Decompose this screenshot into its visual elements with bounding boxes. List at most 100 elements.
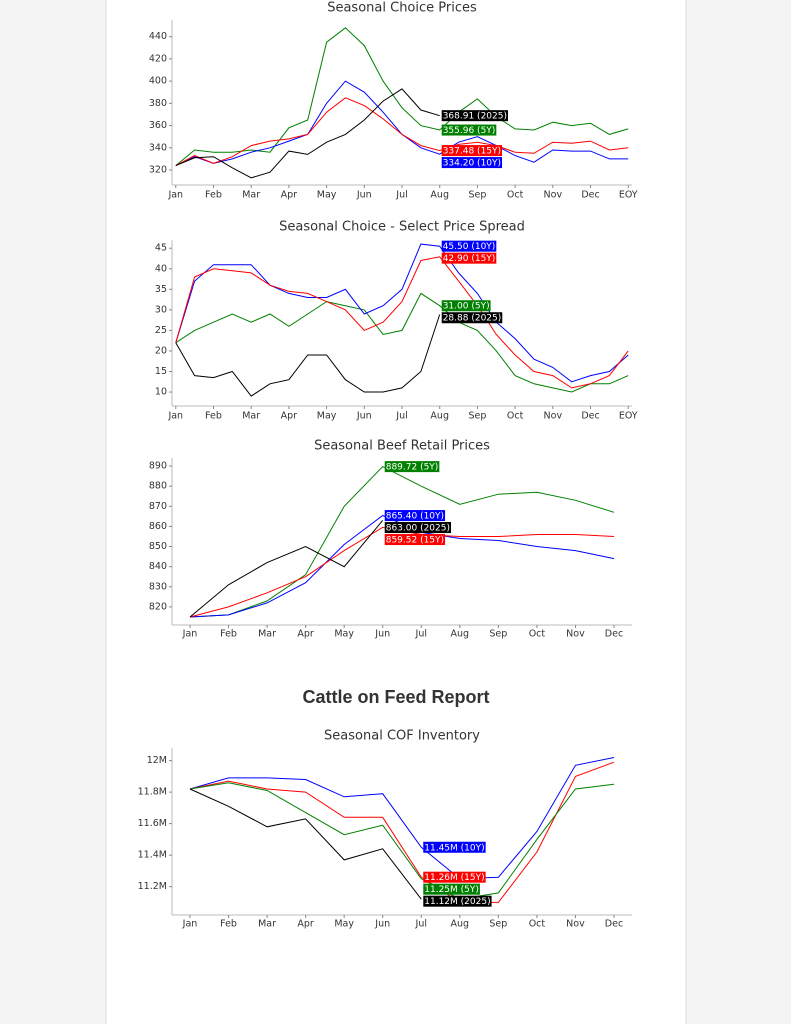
x-tick-label: Nov	[544, 190, 563, 201]
value-label-box	[441, 124, 497, 136]
x-tick-label: Dec	[581, 411, 599, 422]
value-label: 337.48 (15Y)	[443, 147, 501, 157]
x-tick-label: Sep	[489, 919, 507, 930]
value-label-box	[384, 522, 452, 534]
x-tick-label: Apr	[281, 190, 298, 201]
y-tick-label: 830	[149, 581, 167, 592]
y-tick-label: 40	[155, 263, 167, 274]
series-line	[189, 465, 615, 618]
chart-title: Seasonal COF Inventory	[324, 729, 480, 744]
y-tick-label: 440	[149, 31, 167, 42]
value-label: 859.52 (15Y)	[386, 536, 444, 546]
y-tick-label: 320	[149, 165, 167, 176]
series-line	[189, 761, 615, 903]
x-tick-label: Jun	[356, 190, 372, 201]
x-tick-label: Feb	[205, 411, 222, 422]
section-heading: Cattle on Feed Report	[302, 687, 489, 707]
value-label: 889.72 (5Y)	[386, 463, 439, 473]
x-tick-label: Aug	[451, 629, 470, 640]
x-tick-label: Feb	[220, 629, 237, 640]
value-label-box	[441, 157, 503, 169]
y-tick-label: 860	[149, 521, 167, 532]
y-tick-label: 870	[149, 501, 167, 512]
y-tick-label: 380	[149, 98, 167, 109]
series-line	[175, 243, 629, 383]
x-tick-label: Jun	[356, 411, 372, 422]
y-tick-label: 880	[149, 481, 167, 492]
value-label-box	[441, 252, 497, 264]
series-line	[189, 782, 615, 900]
x-tick-label: Aug	[430, 411, 449, 422]
x-tick-label: Aug	[430, 190, 449, 201]
value-label-box	[441, 110, 508, 122]
y-tick-label: 25	[155, 325, 167, 336]
value-label-box	[423, 883, 480, 895]
y-tick-label: 10	[155, 387, 167, 398]
series-line	[175, 256, 629, 389]
value-label: 11.25M (5Y)	[424, 885, 479, 895]
x-tick-label: Jun	[374, 919, 390, 930]
x-tick-label: May	[334, 919, 354, 930]
value-label-box	[384, 510, 446, 522]
chart-title: Seasonal Choice Prices	[327, 1, 477, 16]
x-tick-label: Jan	[182, 919, 198, 930]
y-tick-label: 400	[149, 76, 167, 87]
x-tick-label: Oct	[529, 629, 546, 640]
y-tick-label: 45	[155, 243, 167, 254]
x-tick-label: May	[317, 190, 337, 201]
chart-title: Seasonal Choice - Select Price Spread	[279, 220, 525, 235]
x-tick-label: Oct	[529, 919, 546, 930]
value-label-box	[441, 300, 491, 312]
value-label: 355.96 (5Y)	[443, 126, 496, 136]
x-tick-label: Jan	[167, 411, 183, 422]
value-label: 42.90 (15Y)	[443, 254, 496, 264]
value-label: 865.40 (10Y)	[386, 512, 444, 522]
x-tick-label: Sep	[468, 190, 486, 201]
value-label-box	[384, 461, 440, 473]
y-tick-label: 15	[155, 366, 167, 377]
y-tick-label: 340	[149, 142, 167, 153]
y-tick-label: 820	[149, 601, 167, 612]
y-tick-label: 360	[149, 120, 167, 131]
x-tick-label: Mar	[258, 919, 276, 930]
x-tick-label: Jun	[374, 629, 390, 640]
y-tick-label: 840	[149, 561, 167, 572]
x-tick-label: Dec	[581, 190, 599, 201]
value-label-box	[423, 895, 492, 907]
y-tick-label: 30	[155, 304, 167, 315]
series-line	[189, 757, 615, 880]
y-tick-label: 850	[149, 541, 167, 552]
value-label-box	[423, 871, 486, 883]
series-line	[175, 314, 441, 397]
value-label-box	[441, 145, 503, 157]
value-label: 863.00 (2025)	[386, 524, 450, 534]
x-tick-label: Apr	[297, 919, 314, 930]
value-label: 31.00 (5Y)	[443, 302, 490, 312]
value-label: 334.20 (10Y)	[443, 159, 501, 169]
y-tick-label: 11.4M	[138, 850, 167, 861]
value-label-box	[384, 534, 446, 546]
x-tick-label: Jul	[415, 919, 427, 930]
y-tick-label: 20	[155, 345, 167, 356]
x-tick-label: May	[317, 411, 337, 422]
y-tick-label: 35	[155, 284, 167, 295]
x-tick-label: Apr	[297, 629, 314, 640]
value-label-box	[441, 240, 497, 252]
value-label: 45.50 (10Y)	[443, 242, 496, 252]
value-label: 28.88 (2025)	[443, 314, 502, 324]
x-tick-label: Aug	[451, 919, 470, 930]
x-tick-label: Sep	[468, 411, 486, 422]
series-line	[175, 27, 629, 166]
x-tick-label: Jul	[395, 190, 407, 201]
x-tick-label: Nov	[566, 919, 585, 930]
y-tick-label: 11.2M	[138, 881, 167, 892]
series-line	[175, 97, 629, 167]
value-label: 11.12M (2025)	[424, 897, 490, 907]
x-tick-label: Jan	[182, 629, 198, 640]
y-tick-label: 12M	[147, 755, 167, 766]
x-tick-label: Dec	[605, 629, 623, 640]
x-tick-label: Jul	[415, 629, 427, 640]
y-tick-label: 11.8M	[138, 787, 167, 798]
